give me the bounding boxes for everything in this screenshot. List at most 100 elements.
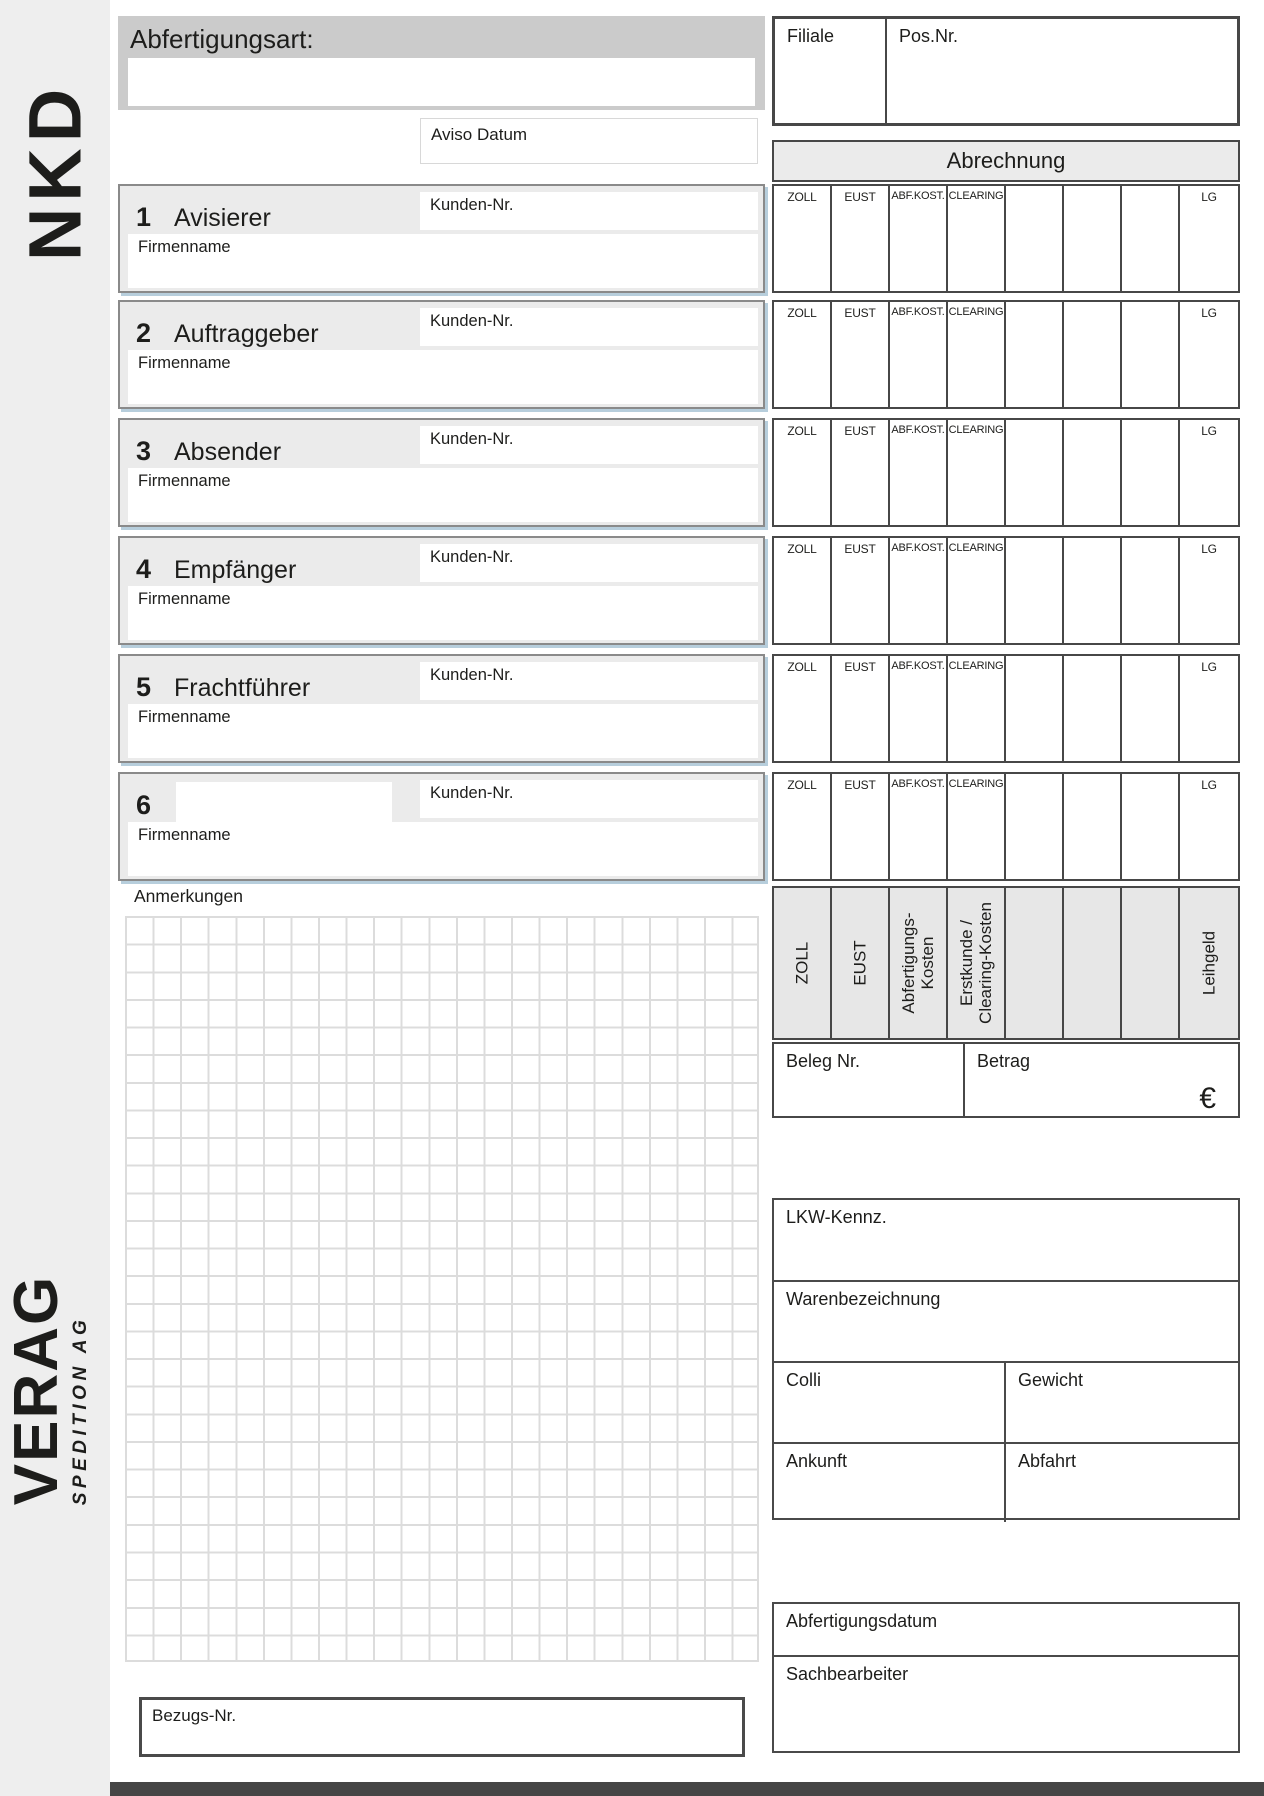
abrechnung-footer-cell bbox=[1122, 888, 1180, 1038]
abrechnung-cell[interactable]: ZOLL bbox=[774, 302, 832, 407]
section-number: 5 bbox=[136, 672, 152, 702]
filiale-label: Filiale bbox=[787, 26, 835, 46]
abrechnung-cell[interactable] bbox=[1122, 186, 1180, 291]
firmenname-field[interactable]: Firmenname bbox=[128, 350, 758, 404]
abrechnung-cell[interactable] bbox=[1064, 774, 1122, 879]
abrechnung-cell[interactable]: EUST bbox=[832, 302, 890, 407]
abrechnung-cell[interactable]: ABF.KOST. bbox=[890, 420, 948, 525]
ankunft-label: Ankunft bbox=[786, 1451, 848, 1471]
kunden-nr-label: Kunden-Nr. bbox=[430, 548, 514, 566]
abrechnung-cell[interactable] bbox=[1122, 302, 1180, 407]
abrechnung-cell[interactable] bbox=[1122, 774, 1180, 879]
abrechnung-cell[interactable]: EUST bbox=[832, 656, 890, 761]
abrechnung-cell[interactable] bbox=[1006, 420, 1064, 525]
abrechnung-cell[interactable]: ZOLL bbox=[774, 774, 832, 879]
abfertigungsart-input[interactable] bbox=[128, 58, 755, 106]
abrechnung-footer-cell: ZOLL bbox=[774, 888, 832, 1038]
abrechnung-footer-label: EUST bbox=[850, 940, 870, 986]
abrechnung-cell[interactable] bbox=[1122, 420, 1180, 525]
abrechnung-cell[interactable]: CLEARING bbox=[948, 186, 1006, 291]
beleg-betrag-box: Beleg Nr. Betrag € bbox=[772, 1042, 1240, 1118]
abrechnung-cell[interactable]: CLEARING bbox=[948, 538, 1006, 643]
firmenname-label: Firmenname bbox=[138, 238, 231, 256]
firmenname-field[interactable]: Firmenname bbox=[128, 468, 758, 522]
abrechnung-footer-label: Leihgeld bbox=[1199, 930, 1219, 996]
abrechnung-cell[interactable]: ABF.KOST. bbox=[890, 656, 948, 761]
abrechnung-cell[interactable]: LG bbox=[1201, 778, 1217, 792]
beleg-nr-field[interactable]: Beleg Nr. bbox=[774, 1044, 965, 1116]
abrechnung-cell[interactable]: LG bbox=[1201, 424, 1217, 438]
filiale-field[interactable]: Filiale bbox=[775, 19, 887, 123]
kunden-nr-field[interactable]: Kunden-Nr. bbox=[420, 192, 758, 230]
warenbezeichnung-field[interactable]: Warenbezeichnung bbox=[774, 1280, 1238, 1361]
bezugs-nr-field[interactable]: Bezugs-Nr. bbox=[139, 1697, 745, 1757]
sachbearbeiter-field[interactable]: Sachbearbeiter bbox=[774, 1657, 1238, 1749]
verag-logo-subtext: SPEDITION AG bbox=[69, 1315, 91, 1506]
abrechnung-cell[interactable]: ZOLL bbox=[774, 186, 832, 291]
pos-nr-field[interactable]: Pos.Nr. bbox=[887, 19, 1237, 123]
abrechnung-cell[interactable] bbox=[1006, 186, 1064, 291]
ankunft-field[interactable]: Ankunft bbox=[774, 1444, 1006, 1522]
abrechnung-cell[interactable]: CLEARING bbox=[948, 656, 1006, 761]
section-2: 2 Auftraggeber Kunden-Nr. Firmenname bbox=[118, 300, 765, 409]
abrechnung-cell[interactable]: ABF.KOST. bbox=[890, 186, 948, 291]
abrechnung-cell[interactable]: ABF.KOST. bbox=[890, 302, 948, 407]
section-role-label: Absender bbox=[174, 438, 282, 466]
abrechnung-cell[interactable] bbox=[1006, 656, 1064, 761]
abrechnung-cell[interactable]: LG bbox=[1201, 190, 1217, 204]
abrechnung-cell[interactable] bbox=[1064, 420, 1122, 525]
firmenname-field[interactable]: Firmenname bbox=[128, 586, 758, 640]
abrechnung-cell[interactable]: CLEARING bbox=[948, 420, 1006, 525]
abrechnung-cell[interactable] bbox=[1064, 186, 1122, 291]
abrechnung-cell[interactable]: CLEARING bbox=[948, 302, 1006, 407]
firmenname-field[interactable]: Firmenname bbox=[128, 234, 758, 288]
abrechnung-cell[interactable] bbox=[1006, 538, 1064, 643]
abrechnung-cell[interactable]: ZOLL bbox=[774, 420, 832, 525]
abrechnung-cell[interactable]: ZOLL bbox=[774, 656, 832, 761]
lkw-kennz-field[interactable]: LKW-Kennz. bbox=[774, 1200, 1238, 1280]
section-3: 3 Absender Kunden-Nr. Firmenname bbox=[118, 418, 765, 527]
kunden-nr-field[interactable]: Kunden-Nr. bbox=[420, 662, 758, 700]
abrechnung-cell[interactable]: CLEARING bbox=[948, 774, 1006, 879]
section-role-input[interactable] bbox=[176, 782, 392, 826]
kunden-nr-label: Kunden-Nr. bbox=[430, 312, 514, 330]
kunden-nr-field[interactable]: Kunden-Nr. bbox=[420, 308, 758, 346]
euro-symbol: € bbox=[1199, 1082, 1216, 1115]
abrechnung-cell[interactable] bbox=[1006, 774, 1064, 879]
firmenname-field[interactable]: Firmenname bbox=[128, 704, 758, 758]
abrechnung-cell[interactable] bbox=[1064, 656, 1122, 761]
abrechnung-cell[interactable] bbox=[1122, 538, 1180, 643]
abrechnung-cell[interactable] bbox=[1064, 538, 1122, 643]
abrechnung-cell[interactable]: ABF.KOST. bbox=[890, 538, 948, 643]
gewicht-field[interactable]: Gewicht bbox=[1006, 1363, 1238, 1442]
firmenname-field[interactable]: Firmenname bbox=[128, 822, 758, 876]
abrechnung-cell[interactable]: EUST bbox=[832, 420, 890, 525]
abrechnung-cell[interactable]: EUST bbox=[832, 186, 890, 291]
abrechnung-cell[interactable] bbox=[1064, 302, 1122, 407]
abrechnung-cell[interactable]: EUST bbox=[832, 774, 890, 879]
abrechnung-row: ZOLL EUST ABF.KOST. CLEARING LG bbox=[772, 772, 1240, 881]
kunden-nr-field[interactable]: Kunden-Nr. bbox=[420, 544, 758, 582]
abrechnung-cell[interactable]: LG bbox=[1201, 306, 1217, 320]
section-role-label: Empfänger bbox=[174, 556, 297, 584]
abrechnung-cell[interactable] bbox=[1122, 656, 1180, 761]
aviso-datum-field[interactable]: Aviso Datum bbox=[420, 118, 758, 164]
abrechnung-header: Abrechnung bbox=[772, 140, 1240, 182]
abrechnung-cell[interactable]: LG bbox=[1201, 660, 1217, 674]
section-6: 6 Kunden-Nr. Firmenname bbox=[118, 772, 765, 881]
betrag-field[interactable]: Betrag € bbox=[965, 1044, 1238, 1116]
gewicht-label: Gewicht bbox=[1018, 1370, 1084, 1390]
abfertigungsdatum-field[interactable]: Abfertigungsdatum bbox=[774, 1604, 1238, 1657]
abrechnung-cell[interactable]: ABF.KOST. bbox=[890, 774, 948, 879]
warenbezeichnung-label: Warenbezeichnung bbox=[786, 1289, 941, 1309]
kunden-nr-field[interactable]: Kunden-Nr. bbox=[420, 426, 758, 464]
kunden-nr-field[interactable]: Kunden-Nr. bbox=[420, 780, 758, 818]
lkw-kennz-label: LKW-Kennz. bbox=[786, 1207, 887, 1227]
abrechnung-cell[interactable]: LG bbox=[1201, 542, 1217, 556]
abrechnung-cell[interactable]: EUST bbox=[832, 538, 890, 643]
abrechnung-cell[interactable] bbox=[1006, 302, 1064, 407]
anmerkungen-grid[interactable] bbox=[125, 916, 759, 1662]
colli-field[interactable]: Colli bbox=[774, 1363, 1006, 1442]
abrechnung-cell[interactable]: ZOLL bbox=[774, 538, 832, 643]
abfahrt-field[interactable]: Abfahrt bbox=[1006, 1444, 1238, 1522]
